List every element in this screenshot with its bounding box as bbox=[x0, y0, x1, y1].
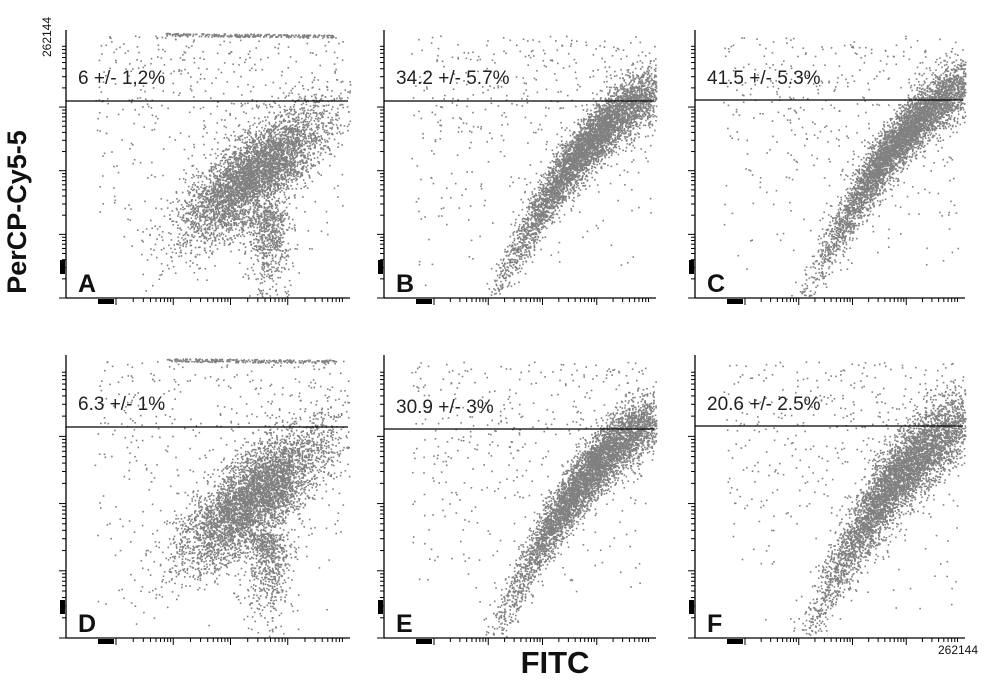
panel-label: D bbox=[78, 610, 96, 638]
y-zero-marker bbox=[378, 600, 383, 614]
x-zero-marker bbox=[416, 639, 432, 644]
panel-b: 34.2 +/- 5.7% B bbox=[377, 30, 658, 305]
panel-e: 30.9 +/- 3% E bbox=[377, 355, 658, 645]
x-zero-marker bbox=[98, 639, 114, 644]
panels-group: 6 +/- 1,2% A 34.2 +/- 5.7% B 41.5 +/- 5.3% C 6… bbox=[59, 30, 967, 645]
x-zero-marker bbox=[416, 299, 432, 304]
panel-label: C bbox=[707, 270, 725, 298]
gate-percentage: 20.6 +/- 2.5% bbox=[707, 394, 821, 415]
y-zero-marker bbox=[378, 260, 383, 274]
y-top-tick-label: 262144 bbox=[40, 17, 54, 57]
y-zero-marker bbox=[689, 600, 694, 614]
gate-percentage: 6.3 +/- 1% bbox=[78, 394, 165, 415]
x-right-tick-label: 262144 bbox=[938, 643, 978, 657]
x-zero-marker bbox=[727, 639, 743, 644]
panel-label: F bbox=[707, 610, 722, 638]
x-zero-marker bbox=[98, 299, 114, 304]
panel-a: 6 +/- 1,2% A bbox=[59, 30, 351, 305]
panel-label: B bbox=[396, 270, 414, 298]
panel-label: A bbox=[78, 270, 96, 298]
y-axis-title: PerCP-Cy5-5 bbox=[2, 130, 32, 294]
x-zero-marker bbox=[727, 299, 743, 304]
panel-d: 6.3 +/- 1% D bbox=[59, 355, 350, 645]
panel-c: 41.5 +/- 5.3% C bbox=[688, 30, 967, 305]
panel-f: 20.6 +/- 2.5% F bbox=[688, 355, 967, 645]
y-zero-marker bbox=[689, 260, 694, 274]
gate-percentage: 41.5 +/- 5.3% bbox=[707, 68, 821, 89]
y-zero-marker bbox=[60, 260, 65, 274]
gate-percentage: 30.9 +/- 3% bbox=[396, 397, 494, 418]
y-zero-marker bbox=[60, 600, 65, 614]
x-axis-title: FITC bbox=[521, 645, 590, 680]
gate-percentage: 6 +/- 1,2% bbox=[78, 68, 165, 89]
panel-label: E bbox=[396, 610, 413, 638]
gate-percentage: 34.2 +/- 5.7% bbox=[396, 68, 510, 89]
